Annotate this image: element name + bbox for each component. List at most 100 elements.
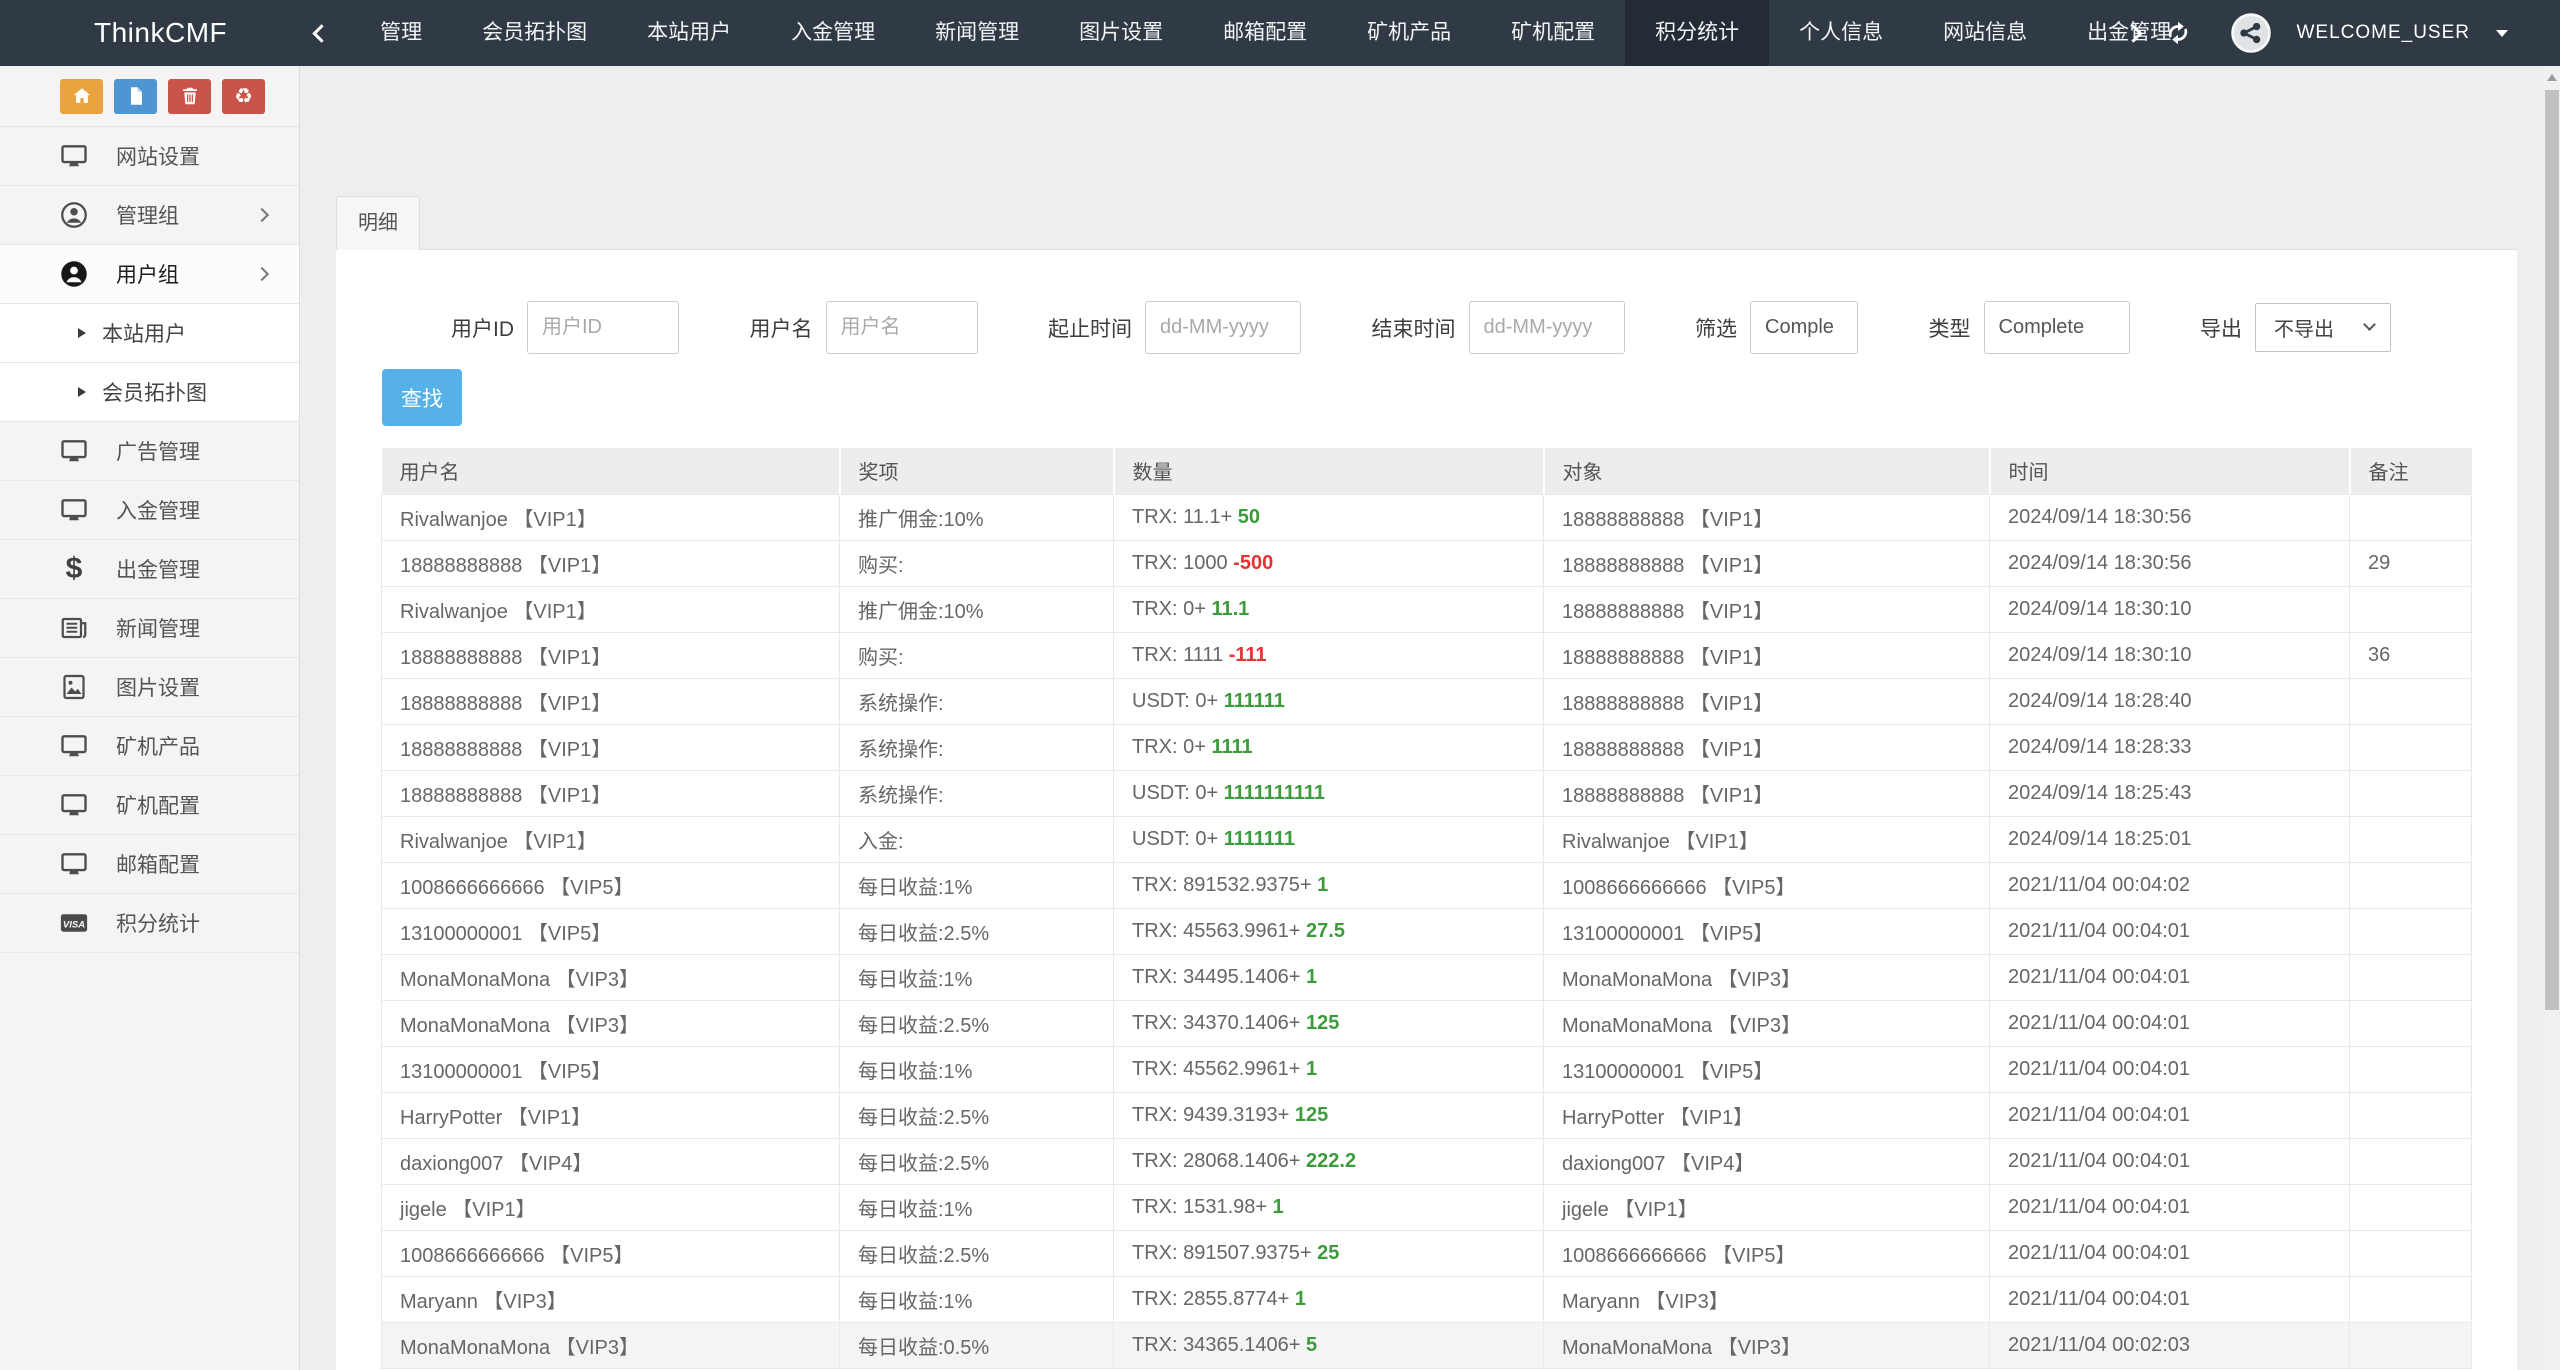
table-row[interactable]: 18888888888 【VIP1】 系统操作: USDT: 0+ 11111111… (381, 769, 2472, 817)
top-nav-item-4[interactable]: 新闻管理 (935, 21, 1020, 44)
table-row[interactable]: 18888888888 【VIP1】 系统操作: TRX: 0+ 1111 18888… (381, 723, 2472, 771)
sidebar-item-2[interactable]: 用户组 (0, 245, 299, 304)
top-nav-item-6[interactable]: 邮箱配置 (1223, 21, 1308, 44)
sidebar-item-label: 出金管理 (116, 559, 200, 582)
filter-group-4: 筛选 (1695, 301, 1858, 354)
table-row[interactable]: MonaMonaMona 【VIP3】 每日收益:1% TRX: 34495.140… (381, 953, 2472, 1001)
table-row[interactable]: Rivalwanjoe 【VIP1】 入金: USDT: 0+ 1111111 Riv… (381, 815, 2472, 863)
table-row[interactable]: 13100000001 【VIP5】 每日收益:1% TRX: 45562.9961… (381, 1045, 2472, 1093)
scrollbar-up-arrow-icon[interactable] (2547, 74, 2557, 81)
sidebar-item-11[interactable]: 矿机配置 (0, 776, 299, 835)
cell-time: 2021/11/04 00:04:01 (1989, 953, 2350, 1001)
cell-quantity: TRX: 2855.8774+ 1 (1113, 1275, 1544, 1323)
chevron-right-icon (254, 266, 270, 282)
cell-remark (2349, 1321, 2472, 1369)
cell-time: 2024/09/14 18:30:56 (1989, 493, 2350, 541)
cell-time: 2021/11/04 00:04:01 (1989, 1229, 2350, 1277)
cell-target: 18888888888 【VIP1】 (1543, 585, 1990, 633)
toolbar-trash-icon[interactable] (168, 78, 211, 114)
cell-prize: 推广佣金:10% (839, 493, 1114, 541)
toolbar-home-icon[interactable] (60, 78, 103, 114)
cell-time: 2021/11/04 00:04:01 (1989, 1045, 2350, 1093)
refresh-icon[interactable] (2164, 19, 2192, 47)
table-row[interactable]: 18888888888 【VIP1】 系统操作: USDT: 0+ 111111 18… (381, 677, 2472, 725)
top-nav-item-12[interactable]: 出金管理 (2087, 21, 2172, 44)
sidebar-item-4[interactable]: 会员拓扑图 (0, 363, 299, 422)
table-row[interactable]: Rivalwanjoe 【VIP1】 推广佣金:10% TRX: 0+ 11.1 18… (381, 585, 2472, 633)
cell-remark (2349, 1137, 2472, 1185)
table-row[interactable]: 13100000001 【VIP5】 每日收益:2.5% TRX: 45563.99… (381, 907, 2472, 955)
filter-input-2[interactable] (1145, 301, 1301, 354)
cell-quantity: TRX: 0+ 1111 (1113, 723, 1544, 771)
table-row[interactable]: MonaMonaMona 【VIP3】 每日收益:0.5% TRX: 34365.1… (381, 1321, 2472, 1369)
toolbar-recycle-icon[interactable]: ♻ (222, 78, 265, 114)
filter-group-0: 用户ID (451, 301, 679, 354)
sidebar-item-12[interactable]: 邮箱配置 (0, 835, 299, 894)
user-menu-caret-icon[interactable] (2496, 29, 2508, 37)
cell-target: 18888888888 【VIP1】 (1543, 631, 1990, 679)
search-button[interactable]: 查找 (382, 369, 462, 426)
sidebar-item-label: 矿机产品 (116, 736, 200, 759)
top-nav-item-9[interactable]: 积分统计 (1625, 0, 1770, 66)
main-content: 明细 用户ID 用户名 起止时间 结束时间 筛选 类型 导出 不导出 查找 用户名奖项数量对象… (301, 66, 2544, 1370)
vertical-scrollbar[interactable] (2544, 66, 2560, 1370)
top-nav-item-8[interactable]: 矿机配置 (1511, 21, 1596, 44)
sidebar-item-13[interactable]: VISA 积分统计 (0, 894, 299, 953)
filter-label: 类型 (1928, 317, 1971, 341)
table-row[interactable]: HarryPotter 【VIP1】 每日收益:2.5% TRX: 9439.319… (381, 1091, 2472, 1139)
sidebar-item-1[interactable]: 管理组 (0, 186, 299, 245)
table-row[interactable]: 1008666666666 【VIP5】 每日收益:2.5% TRX: 891507… (381, 1229, 2472, 1277)
filter-input-1[interactable] (825, 301, 978, 354)
top-nav-item-7[interactable]: 矿机产品 (1367, 21, 1452, 44)
scrollbar-thumb[interactable] (2545, 90, 2559, 1010)
monitor-icon (58, 789, 90, 821)
cell-username: 18888888888 【VIP1】 (381, 769, 840, 817)
table-row[interactable]: jigele 【VIP1】 每日收益:1% TRX: 1531.98+ 1 jigel… (381, 1183, 2472, 1231)
table-row[interactable]: 1008666666666 【VIP5】 每日收益:1% TRX: 891532.9… (381, 861, 2472, 909)
table-row[interactable]: Rivalwanjoe 【VIP1】 推广佣金:10% TRX: 11.1+ 50 1… (381, 493, 2472, 541)
table-row[interactable]: Maryann 【VIP3】 每日收益:1% TRX: 2855.8774+ 1 Ma… (381, 1275, 2472, 1323)
sidebar-item-5[interactable]: 广告管理 (0, 422, 299, 481)
user-avatar[interactable] (2230, 12, 2272, 54)
cell-time: 2024/09/14 18:25:01 (1989, 815, 2350, 863)
top-nav-item-0[interactable]: 管理 (380, 21, 423, 44)
cell-time: 2021/11/04 00:02:03 (1989, 1321, 2350, 1369)
table-row[interactable]: 18888888888 【VIP1】 购买: TRX: 1000 -500 18888… (381, 539, 2472, 587)
cell-quantity: USDT: 0+ 1111111 (1113, 815, 1544, 863)
cell-time: 2021/11/04 00:04:01 (1989, 907, 2350, 955)
filter-input-4[interactable] (1750, 301, 1858, 354)
top-nav-item-11[interactable]: 网站信息 (1943, 21, 2028, 44)
table-row[interactable]: 18888888888 【VIP1】 购买: TRX: 1111 -111 18888… (381, 631, 2472, 679)
top-nav-item-5[interactable]: 图片设置 (1079, 21, 1164, 44)
welcome-user-menu[interactable]: WELCOME_USER (2296, 22, 2470, 43)
cell-quantity: TRX: 34495.1406+ 1 (1113, 953, 1544, 1001)
nav-collapse-chevron-left-icon[interactable] (312, 23, 331, 43)
sidebar-item-0[interactable]: 网站设置 (0, 127, 299, 186)
column-header: 用户名 (381, 448, 841, 494)
table-row[interactable]: daxiong007 【VIP4】 每日收益:2.5% TRX: 28068.140… (381, 1137, 2472, 1185)
sidebar-item-6[interactable]: 入金管理 (0, 481, 299, 540)
sidebar-item-3[interactable]: 本站用户 (0, 304, 299, 363)
sidebar-item-8[interactable]: 新闻管理 (0, 599, 299, 658)
top-nav-item-3[interactable]: 入金管理 (791, 21, 876, 44)
export-select[interactable]: 不导出 (2255, 303, 2391, 352)
top-nav-item-2[interactable]: 本站用户 (647, 21, 732, 44)
tab-detail[interactable]: 明细 (336, 196, 420, 250)
file-icon (130, 87, 142, 105)
filter-input-5[interactable] (1983, 301, 2130, 354)
table-row[interactable]: MonaMonaMona 【VIP3】 每日收益:2.5% TRX: 34370.1… (381, 999, 2472, 1047)
sidebar-item-label: 网站设置 (116, 146, 200, 169)
filter-input-3[interactable] (1468, 301, 1625, 354)
recycle-icon: ♻ (234, 84, 253, 108)
cell-target: 18888888888 【VIP1】 (1543, 493, 1990, 541)
toolbar-file-icon[interactable] (114, 78, 157, 114)
filter-input-0[interactable] (527, 301, 679, 354)
sidebar-item-9[interactable]: 图片设置 (0, 658, 299, 717)
cell-username: Rivalwanjoe 【VIP1】 (381, 585, 840, 633)
nav-expand-chevron-right-icon[interactable] (2124, 23, 2144, 43)
top-nav-item-10[interactable]: 个人信息 (1799, 21, 1884, 44)
sidebar-item-10[interactable]: 矿机产品 (0, 717, 299, 776)
top-nav-item-1[interactable]: 会员拓扑图 (482, 21, 588, 44)
sidebar-item-7[interactable]: $ 出金管理 (0, 540, 299, 599)
cell-quantity: TRX: 45562.9961+ 1 (1113, 1045, 1544, 1093)
